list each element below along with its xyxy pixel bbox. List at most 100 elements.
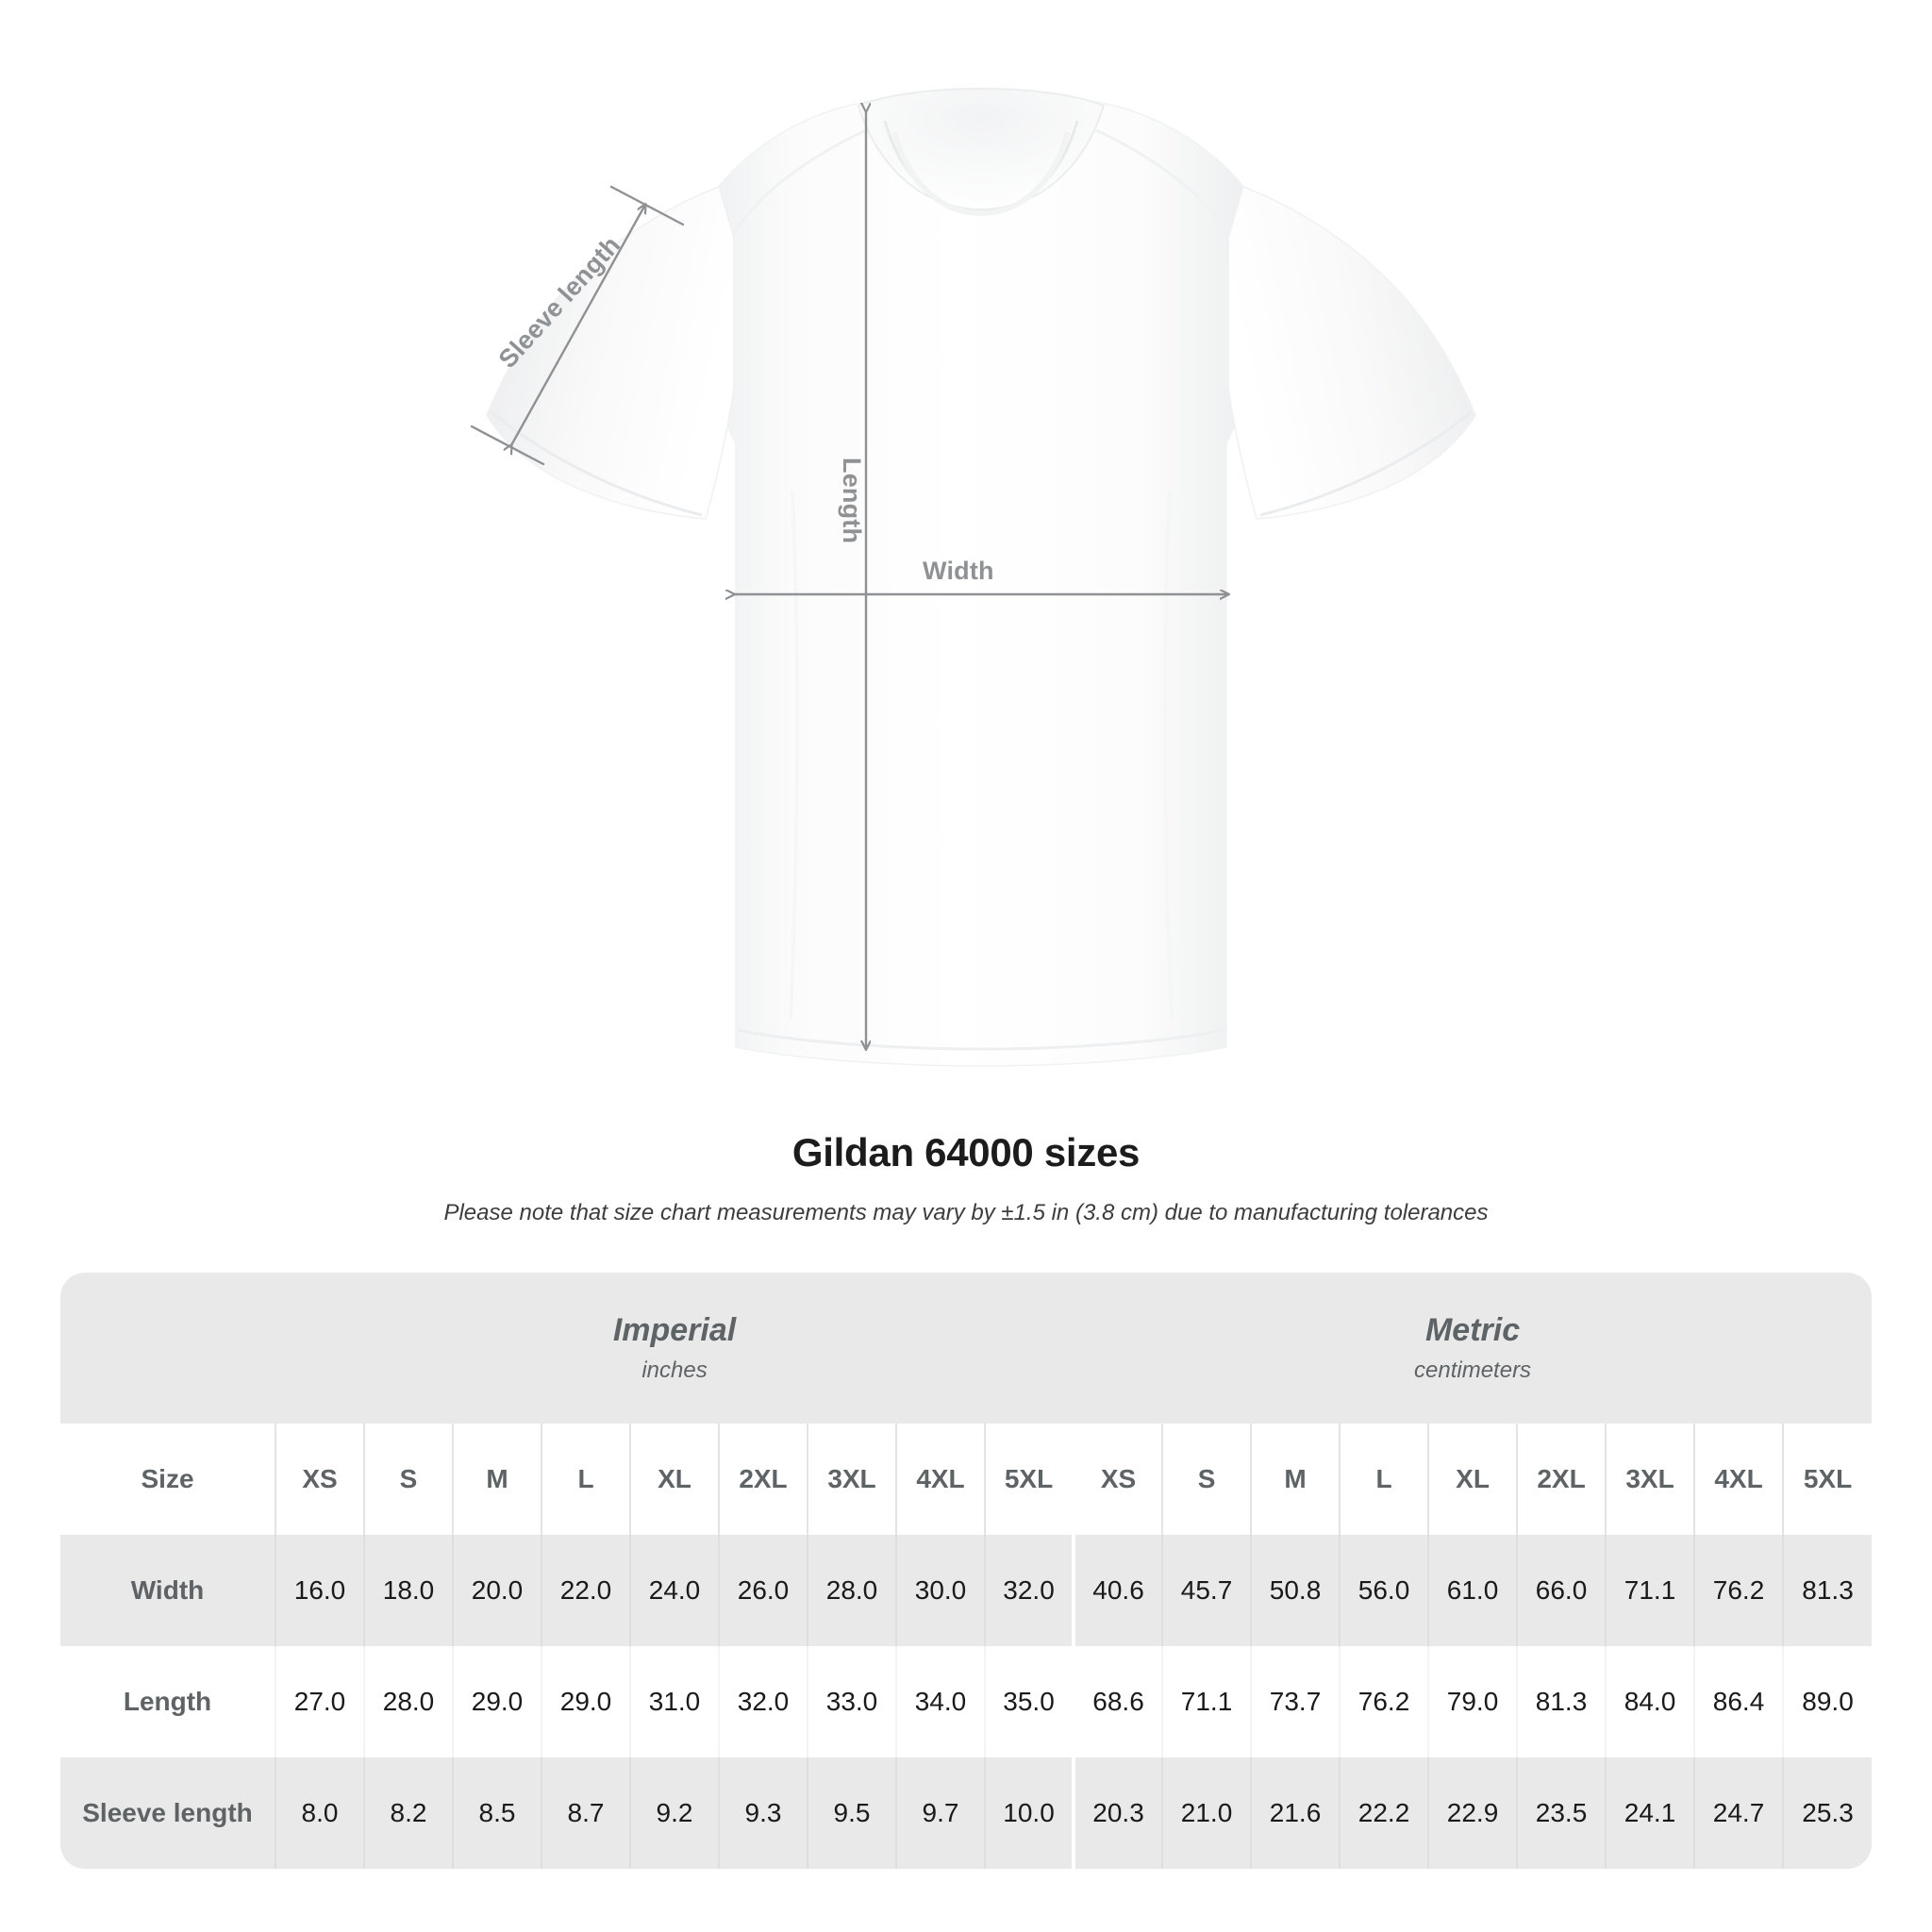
cell-metric: 22.9 <box>1427 1757 1518 1869</box>
table-row: Sleeve length 8.0 8.2 8.5 8.7 9.2 9.3 9.5 9.7 10.… <box>60 1757 1873 1869</box>
cell-imperial: 31.0 <box>629 1646 719 1757</box>
size-header-metric-5xl: 5XL <box>1782 1424 1873 1535</box>
size-header-metric-l: L <box>1339 1424 1429 1535</box>
right-sleeve <box>1227 186 1476 520</box>
unit-subtitle: centimeters <box>1414 1357 1532 1383</box>
table-head: Imperial inches Metric centimeters Size XS S M… <box>60 1273 1873 1535</box>
size-row-header: Size <box>60 1424 275 1535</box>
cell-metric: 73.7 <box>1250 1646 1341 1757</box>
cell-imperial: 27.0 <box>275 1646 364 1757</box>
cell-imperial: 18.0 <box>363 1535 453 1646</box>
page-title: Gildan 64000 sizes <box>791 1130 1141 1174</box>
cell-imperial: 35.0 <box>983 1646 1074 1757</box>
size-header-metric-4xl: 4XL <box>1693 1424 1784 1535</box>
cell-imperial: 9.2 <box>629 1757 719 1869</box>
cell-metric: 86.4 <box>1693 1646 1784 1757</box>
cell-imperial: 8.2 <box>363 1757 453 1869</box>
table-row: Width 16.0 18.0 20.0 22.0 24.0 26.0 28.0 30.0 32.… <box>60 1535 1873 1646</box>
sleeve-length-arrow <box>511 205 645 445</box>
size-header-imperial-xl: XL <box>629 1424 719 1535</box>
cell-imperial: 24.0 <box>629 1535 719 1646</box>
cell-imperial: 16.0 <box>275 1535 364 1646</box>
cell-imperial: 34.0 <box>895 1646 985 1757</box>
sleeve-tick-bottom <box>470 425 545 466</box>
table-body: Width 16.0 18.0 20.0 22.0 24.0 26.0 28.0 30.0 32.… <box>60 1535 1873 1869</box>
row-header-sleeve-length: Sleeve length <box>60 1757 275 1869</box>
cell-metric: 21.6 <box>1250 1757 1341 1869</box>
row-header-length: Length <box>60 1646 275 1757</box>
size-header-imperial-xs: XS <box>275 1424 364 1535</box>
cell-metric: 79.0 <box>1427 1646 1518 1757</box>
cell-imperial: 29.0 <box>452 1646 541 1757</box>
cell-imperial: 30.0 <box>895 1535 985 1646</box>
size-header-imperial-5xl: 5XL <box>983 1424 1074 1535</box>
size-header-row: Size XS S M L XL 2XL 3XL 4XL 5XL XS S M L XL 2XL 3XL 4XL 5… <box>60 1424 1873 1535</box>
cell-metric: 56.0 <box>1339 1535 1429 1646</box>
cell-metric: 81.3 <box>1516 1646 1607 1757</box>
cell-metric: 21.0 <box>1161 1757 1252 1869</box>
unit-subtitle: inches <box>641 1357 708 1383</box>
size-header-imperial-3xl: 3XL <box>807 1424 896 1535</box>
size-header-metric-m: M <box>1250 1424 1341 1535</box>
cell-imperial: 32.0 <box>718 1646 808 1757</box>
cell-metric: 24.1 <box>1605 1757 1695 1869</box>
cell-metric: 84.0 <box>1605 1646 1695 1757</box>
cell-metric: 76.2 <box>1339 1646 1429 1757</box>
tolerance-note: Please note that size chart measurements… <box>443 1200 1489 1225</box>
cell-imperial: 20.0 <box>452 1535 541 1646</box>
size-header-imperial-2xl: 2XL <box>718 1424 808 1535</box>
size-header-metric-s: S <box>1161 1424 1252 1535</box>
size-header-imperial-l: L <box>541 1424 630 1535</box>
row-header-width: Width <box>60 1535 275 1646</box>
size-chart-table: Imperial inches Metric centimeters Size XS S M… <box>60 1273 1873 1869</box>
unit-banner-row: Imperial inches Metric centimeters <box>60 1273 1873 1424</box>
unit-banner-metric: Metric centimeters <box>1074 1273 1873 1424</box>
cell-imperial: 9.7 <box>895 1757 985 1869</box>
cell-imperial: 28.0 <box>363 1646 453 1757</box>
cell-imperial: 32.0 <box>983 1535 1074 1646</box>
size-header-metric-2xl: 2XL <box>1516 1424 1607 1535</box>
width-label: Width <box>923 557 994 585</box>
table-row: Length 27.0 28.0 29.0 29.0 31.0 32.0 33.0 34.0 35… <box>60 1646 1873 1757</box>
cell-imperial: 8.0 <box>275 1757 364 1869</box>
unit-name: Metric <box>1424 1312 1521 1349</box>
cell-metric: 40.6 <box>1072 1535 1163 1646</box>
unit-banner-spacer <box>60 1273 275 1424</box>
cell-imperial: 9.3 <box>718 1757 808 1869</box>
title-block: Gildan 64000 sizes Please note that size… <box>0 1130 1932 1226</box>
cell-metric: 61.0 <box>1427 1535 1518 1646</box>
cell-imperial: 10.0 <box>983 1757 1074 1869</box>
cell-metric: 25.3 <box>1782 1757 1873 1869</box>
cell-imperial: 9.5 <box>807 1757 896 1869</box>
size-header-imperial-m: M <box>452 1424 541 1535</box>
cell-imperial: 8.7 <box>541 1757 630 1869</box>
cell-imperial: 33.0 <box>807 1646 896 1757</box>
size-header-imperial-4xl: 4XL <box>895 1424 985 1535</box>
cell-metric: 24.7 <box>1693 1757 1784 1869</box>
unit-name: Imperial <box>612 1312 737 1349</box>
size-header-metric-3xl: 3XL <box>1605 1424 1695 1535</box>
cell-imperial: 8.5 <box>452 1757 541 1869</box>
cell-metric: 68.6 <box>1072 1646 1163 1757</box>
size-header-imperial-s: S <box>363 1424 453 1535</box>
size-header-metric-xs: XS <box>1072 1424 1163 1535</box>
measurement-annotations <box>470 111 1228 1049</box>
size-header-metric-xl: XL <box>1427 1424 1518 1535</box>
cell-metric: 20.3 <box>1072 1757 1163 1869</box>
cell-metric: 22.2 <box>1339 1757 1429 1869</box>
tshirt-diagram-svg <box>470 87 1476 1067</box>
cell-metric: 23.5 <box>1516 1757 1607 1869</box>
tshirt-body-shape <box>486 87 1476 1067</box>
cell-imperial: 22.0 <box>541 1535 630 1646</box>
cell-metric: 66.0 <box>1516 1535 1607 1646</box>
cell-imperial: 28.0 <box>807 1535 896 1646</box>
cell-metric: 71.1 <box>1161 1646 1252 1757</box>
cell-imperial: 26.0 <box>718 1535 808 1646</box>
cell-imperial: 29.0 <box>541 1646 630 1757</box>
tshirt-illustration: Sleeve length Length Width <box>470 87 1476 1067</box>
cell-metric: 81.3 <box>1782 1535 1873 1646</box>
cell-metric: 50.8 <box>1250 1535 1341 1646</box>
cell-metric: 89.0 <box>1782 1646 1873 1757</box>
cell-metric: 76.2 <box>1693 1535 1784 1646</box>
unit-banner-imperial: Imperial inches <box>275 1273 1074 1424</box>
